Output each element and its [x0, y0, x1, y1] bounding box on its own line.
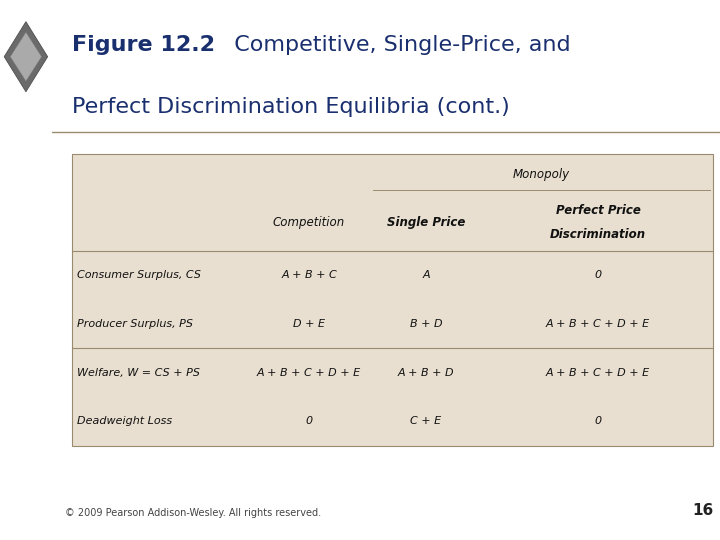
Text: Figure 12.2: Figure 12.2 — [72, 35, 215, 55]
Text: © 2009 Pearson Addison-Wesley. All rights reserved.: © 2009 Pearson Addison-Wesley. All right… — [66, 508, 321, 518]
Text: Perfect Price: Perfect Price — [556, 204, 641, 218]
Text: Discrimination: Discrimination — [550, 228, 646, 241]
Text: Welfare, W = CS + PS: Welfare, W = CS + PS — [77, 368, 200, 377]
Text: 16: 16 — [692, 503, 714, 518]
Text: Monopoly: Monopoly — [513, 167, 570, 181]
Text: Consumer Surplus, CS: Consumer Surplus, CS — [77, 271, 201, 280]
Text: A + B + D: A + B + D — [397, 368, 454, 377]
Bar — [72, 154, 714, 446]
Text: 0: 0 — [595, 271, 602, 280]
Polygon shape — [10, 32, 42, 81]
Text: A: A — [422, 271, 430, 280]
Text: B + D: B + D — [410, 319, 442, 329]
Text: C + E: C + E — [410, 416, 441, 426]
Text: A + B + C + D + E: A + B + C + D + E — [257, 368, 361, 377]
Text: A + B + C + D + E: A + B + C + D + E — [546, 368, 650, 377]
Text: Competition: Competition — [273, 216, 345, 229]
Text: Competitive, Single-Price, and: Competitive, Single-Price, and — [220, 35, 571, 55]
Text: Perfect Discrimination Equilibria (cont.): Perfect Discrimination Equilibria (cont.… — [72, 97, 510, 117]
Text: D + E: D + E — [293, 319, 325, 329]
Text: Deadweight Loss: Deadweight Loss — [77, 416, 172, 426]
Text: A + B + C + D + E: A + B + C + D + E — [546, 319, 650, 329]
Text: Single Price: Single Price — [387, 216, 465, 229]
Text: A + B + C: A + B + C — [282, 271, 337, 280]
Text: Producer Surplus, PS: Producer Surplus, PS — [77, 319, 193, 329]
Text: 0: 0 — [595, 416, 602, 426]
Text: 0: 0 — [305, 416, 312, 426]
Polygon shape — [4, 22, 48, 92]
